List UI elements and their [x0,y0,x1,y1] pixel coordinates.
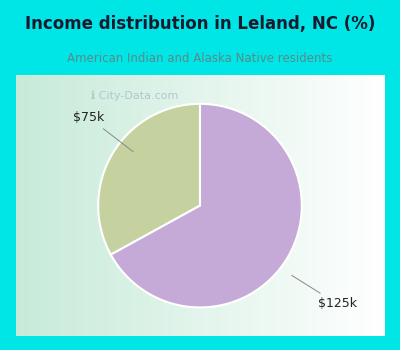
Text: ℹ City-Data.com: ℹ City-Data.com [92,91,179,101]
Text: $75k: $75k [73,111,133,152]
Text: Income distribution in Leland, NC (%): Income distribution in Leland, NC (%) [25,15,375,33]
Text: American Indian and Alaska Native residents: American Indian and Alaska Native reside… [67,52,333,65]
Text: $125k: $125k [292,275,357,310]
Wedge shape [111,104,302,307]
Wedge shape [98,104,200,255]
